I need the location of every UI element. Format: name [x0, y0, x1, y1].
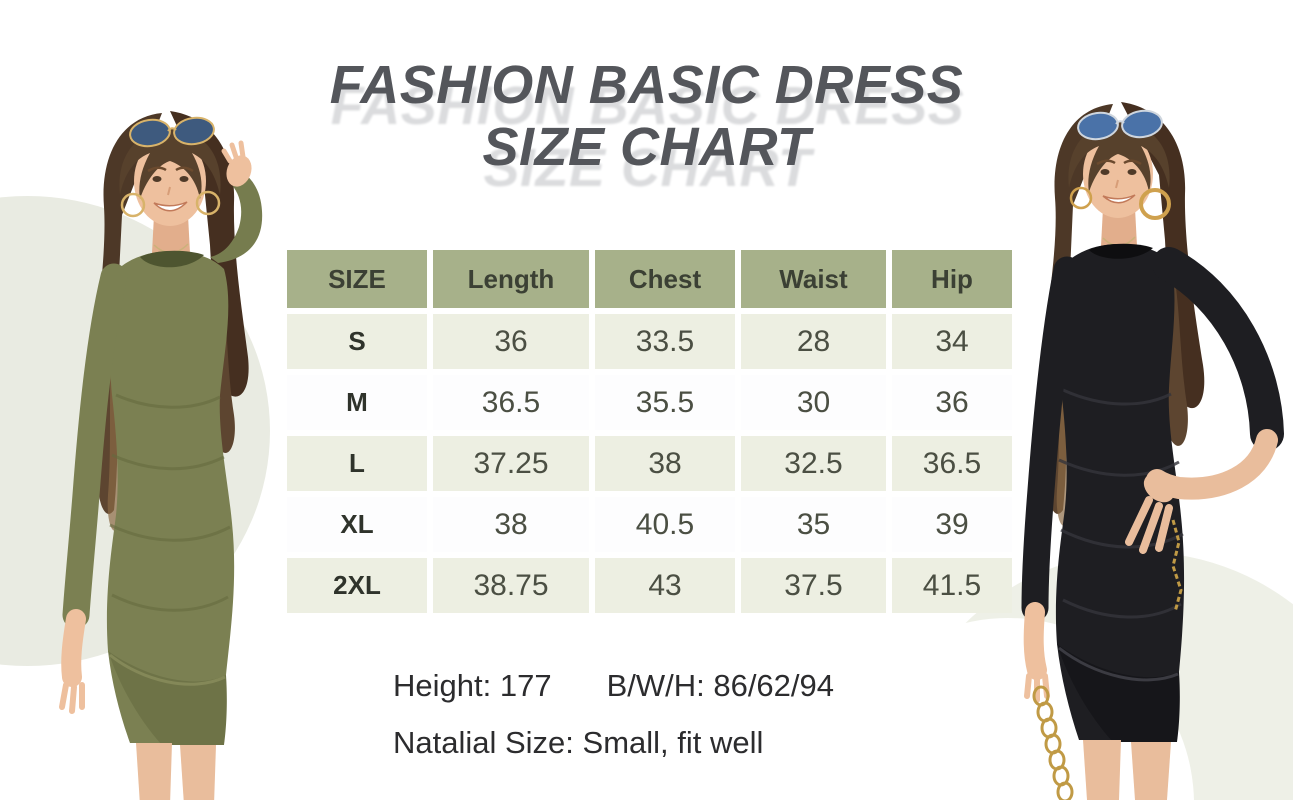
column-header-length: Length [433, 250, 589, 308]
value-cell: 28 [741, 314, 886, 369]
right-model-photo-black-dress [983, 90, 1288, 800]
model-fit-notes: Height: 177 B/W/H: 86/62/94 Natalial Size… [393, 667, 834, 761]
value-cell: 33.5 [595, 314, 735, 369]
page-title: FASHION BASIC DRESS SIZE CHART [0, 54, 1293, 178]
value-cell: 38 [433, 497, 589, 552]
value-cell: 34 [892, 314, 1012, 369]
gold-chain-bag-strap [1032, 685, 1074, 800]
sunglasses-icon [129, 116, 215, 148]
column-header-size: SIZE [287, 250, 427, 308]
value-cell: 36.5 [433, 375, 589, 430]
size-chart-table: SIZE Length Chest Waist Hip S 36 33.5 28… [287, 250, 1012, 613]
value-cell: 36 [433, 314, 589, 369]
model-fit-note: Natalial Size: Small, fit well [393, 725, 764, 760]
value-cell: 39 [892, 497, 1012, 552]
size-cell: XL [287, 497, 427, 552]
value-cell: 41.5 [892, 558, 1012, 613]
size-cell: 2XL [287, 558, 427, 613]
size-cell: S [287, 314, 427, 369]
model-height: Height: 177 [393, 668, 552, 703]
value-cell: 37.25 [433, 436, 589, 491]
column-header-waist: Waist [741, 250, 886, 308]
value-cell: 43 [595, 558, 735, 613]
left-model-illustration [59, 111, 263, 800]
value-cell: 30 [741, 375, 886, 430]
model-bwh: B/W/H: 86/62/94 [606, 668, 835, 703]
value-cell: 38 [595, 436, 735, 491]
right-model-illustration [1021, 102, 1284, 800]
value-cell: 40.5 [595, 497, 735, 552]
value-cell: 38.75 [433, 558, 589, 613]
value-cell: 35.5 [595, 375, 735, 430]
column-header-chest: Chest [595, 250, 735, 308]
sunglasses-icon [1077, 109, 1163, 141]
value-cell: 35 [741, 497, 886, 552]
value-cell: 37.5 [741, 558, 886, 613]
size-cell: L [287, 436, 427, 491]
value-cell: 36.5 [892, 436, 1012, 491]
model-measurements: Height: 177 B/W/H: 86/62/94 [393, 667, 834, 704]
column-header-hip: Hip [892, 250, 1012, 308]
value-cell: 32.5 [741, 436, 886, 491]
value-cell: 36 [892, 375, 1012, 430]
left-model-photo-olive-dress [12, 95, 292, 800]
size-cell: M [287, 375, 427, 430]
page-title-line1: FASHION BASIC DRESS [329, 55, 964, 115]
page-title-line2: SIZE CHART [482, 117, 811, 177]
